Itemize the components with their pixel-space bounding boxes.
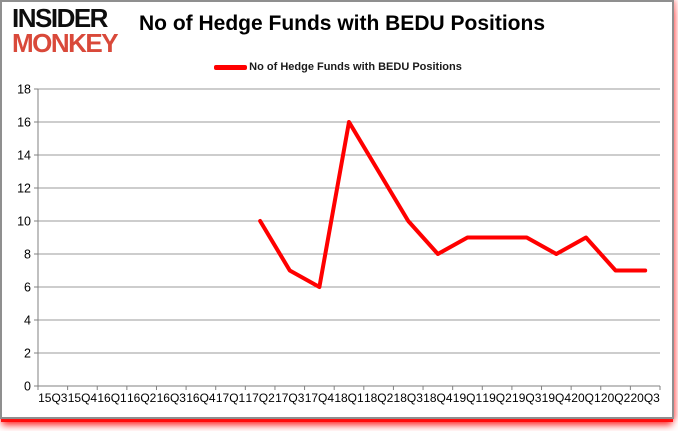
x-axis-label: 20Q3 [631,391,661,405]
x-axis-label: 16Q2 [127,391,157,405]
x-axis-label: 19Q2 [482,391,512,405]
x-axis-label: 20Q2 [601,391,631,405]
legend-line-swatch [214,64,248,70]
x-axis-label: 17Q1 [216,391,246,405]
y-axis-label: 14 [17,149,31,163]
chart-frame: INSIDER MONKEY No of Hedge Funds with BE… [0,0,674,419]
x-axis-label: 15Q3 [38,391,68,405]
x-axis-label: 18Q2 [364,391,394,405]
legend: No of Hedge Funds with BEDU Positions [2,61,674,73]
x-axis-label: 18Q4 [423,391,453,405]
insider-monkey-logo: INSIDER MONKEY [12,3,119,59]
series-line [258,120,648,289]
x-axis-label: 15Q4 [68,391,98,405]
logo-word-monkey: MONKEY [12,28,119,59]
y-axis-label: 10 [17,215,31,229]
chart-title: No of Hedge Funds with BEDU Positions [139,12,545,35]
y-axis-label: 18 [17,83,31,97]
x-axis-label: 20Q1 [571,391,601,405]
y-axis-label: 4 [24,314,31,328]
y-axis-label: 8 [24,248,31,262]
y-axis-label: 0 [24,380,31,394]
x-axis-label: 16Q3 [157,391,187,405]
x-axis-label: 19Q1 [453,391,483,405]
x-axis-label: 17Q3 [275,391,305,405]
x-axis-label: 19Q3 [512,391,542,405]
x-axis-label: 19Q4 [542,391,572,405]
x-axis-label: 18Q1 [334,391,364,405]
y-axis-label: 6 [24,281,31,295]
x-axis-label: 16Q1 [97,391,127,405]
logo-word-insider: INSIDER [12,3,108,33]
x-axis-label: 17Q2 [245,391,275,405]
x-axis-label: 18Q3 [394,391,424,405]
x-axis-label: 16Q4 [186,391,216,405]
y-axis-label: 2 [24,347,31,361]
y-axis-label: 12 [17,182,31,196]
x-axis-label: 17Q4 [305,391,335,405]
legend-label: No of Hedge Funds with BEDU Positions [249,61,462,73]
y-axis-label: 16 [17,116,31,130]
